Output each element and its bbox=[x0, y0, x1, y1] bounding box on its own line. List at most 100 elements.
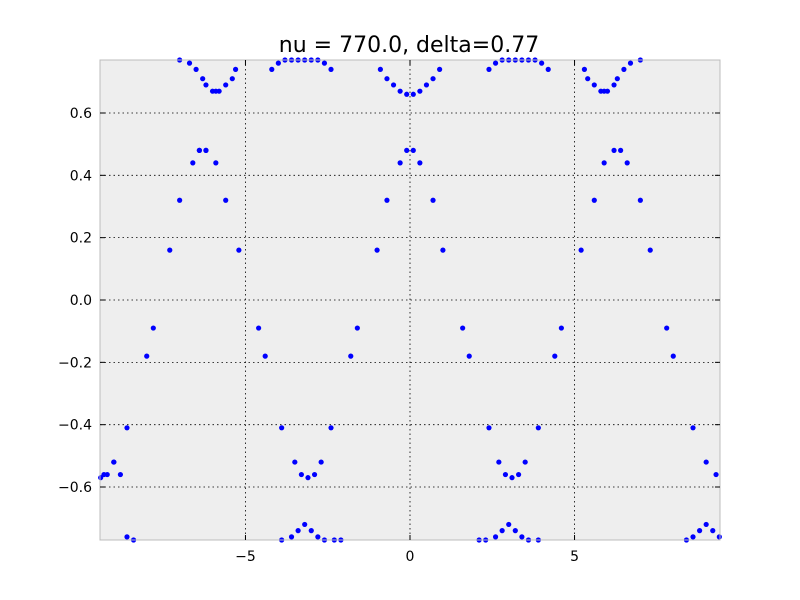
data-points bbox=[98, 57, 722, 543]
data-point bbox=[539, 60, 545, 66]
data-point bbox=[552, 353, 558, 359]
data-point bbox=[423, 82, 430, 88]
data-point bbox=[348, 353, 354, 359]
data-point bbox=[305, 475, 311, 481]
x-tick-labels: −5 0 5 bbox=[235, 549, 579, 565]
data-point bbox=[318, 459, 324, 465]
data-point bbox=[397, 88, 403, 94]
data-point bbox=[466, 353, 472, 359]
data-point bbox=[601, 160, 607, 166]
data-point bbox=[696, 528, 703, 534]
data-point bbox=[417, 88, 423, 94]
data-point bbox=[213, 160, 219, 166]
data-point bbox=[496, 459, 502, 465]
data-point bbox=[611, 147, 617, 153]
y-tick-label: 0.0 bbox=[70, 293, 92, 309]
axis-ticks bbox=[100, 60, 720, 540]
data-point bbox=[486, 66, 492, 72]
data-point bbox=[486, 425, 492, 431]
data-point bbox=[710, 528, 716, 534]
data-point bbox=[275, 60, 281, 66]
x-tick-label: −5 bbox=[235, 549, 256, 565]
data-point bbox=[410, 91, 416, 97]
data-point bbox=[124, 425, 130, 431]
data-point bbox=[397, 160, 403, 166]
data-point bbox=[591, 197, 597, 203]
x-tick-label: 5 bbox=[570, 549, 579, 565]
data-point bbox=[618, 147, 624, 153]
data-point bbox=[269, 66, 275, 72]
data-point bbox=[144, 353, 150, 359]
data-point bbox=[117, 471, 124, 478]
data-point bbox=[621, 66, 627, 72]
data-point bbox=[321, 60, 328, 66]
data-point bbox=[203, 82, 209, 88]
data-point bbox=[196, 147, 202, 153]
data-point bbox=[703, 459, 709, 465]
data-point bbox=[377, 66, 383, 72]
data-point bbox=[223, 197, 229, 203]
data-point bbox=[390, 82, 397, 88]
data-point bbox=[292, 459, 298, 465]
data-point bbox=[124, 534, 130, 540]
data-point bbox=[703, 521, 709, 528]
data-point bbox=[509, 475, 515, 481]
data-point bbox=[203, 147, 209, 153]
data-point bbox=[522, 459, 528, 465]
data-point bbox=[515, 471, 522, 478]
data-point bbox=[460, 325, 466, 331]
data-point bbox=[308, 528, 314, 534]
y-tick-label: 0.6 bbox=[70, 106, 92, 122]
data-point bbox=[236, 247, 242, 253]
data-point bbox=[262, 353, 268, 359]
data-point bbox=[430, 76, 436, 82]
data-point bbox=[535, 425, 541, 431]
grid-lines bbox=[100, 60, 720, 540]
data-point bbox=[604, 88, 611, 94]
data-point bbox=[591, 82, 597, 88]
data-point bbox=[302, 521, 308, 528]
data-point bbox=[410, 147, 416, 153]
data-point bbox=[492, 60, 499, 66]
data-point bbox=[193, 66, 199, 72]
y-tick-label: −0.4 bbox=[58, 418, 92, 434]
data-point bbox=[315, 534, 321, 540]
data-point bbox=[690, 534, 696, 540]
data-point bbox=[713, 471, 719, 478]
data-point bbox=[384, 197, 390, 203]
data-point bbox=[614, 76, 620, 82]
data-point bbox=[288, 534, 295, 540]
data-point bbox=[627, 60, 634, 66]
data-point bbox=[512, 528, 518, 534]
data-point bbox=[440, 247, 446, 253]
data-point bbox=[354, 325, 360, 331]
data-point bbox=[232, 66, 239, 72]
data-point bbox=[690, 425, 696, 431]
data-point bbox=[519, 534, 525, 540]
data-point bbox=[328, 66, 334, 72]
y-tick-label: −0.2 bbox=[58, 355, 92, 371]
data-point bbox=[111, 459, 117, 465]
data-point bbox=[311, 471, 318, 478]
data-point bbox=[611, 82, 617, 88]
data-point bbox=[216, 88, 222, 94]
data-point bbox=[545, 66, 551, 72]
data-point bbox=[506, 521, 512, 528]
data-point bbox=[499, 528, 505, 534]
y-tick-label: −0.6 bbox=[58, 480, 92, 496]
data-point bbox=[492, 534, 499, 540]
data-point bbox=[670, 353, 676, 359]
data-point bbox=[98, 475, 104, 481]
data-point bbox=[256, 325, 262, 331]
y-tick-label: 0.2 bbox=[70, 231, 92, 247]
x-tick-label: 0 bbox=[406, 549, 415, 565]
data-point bbox=[223, 82, 229, 88]
data-point bbox=[167, 247, 173, 253]
data-point bbox=[190, 160, 196, 166]
data-point bbox=[374, 247, 380, 253]
y-tick-labels: −0.6 −0.4 −0.2 0.0 0.2 0.4 0.6 bbox=[58, 106, 92, 496]
data-point bbox=[104, 471, 110, 478]
data-point bbox=[581, 66, 588, 72]
data-point bbox=[295, 528, 301, 534]
